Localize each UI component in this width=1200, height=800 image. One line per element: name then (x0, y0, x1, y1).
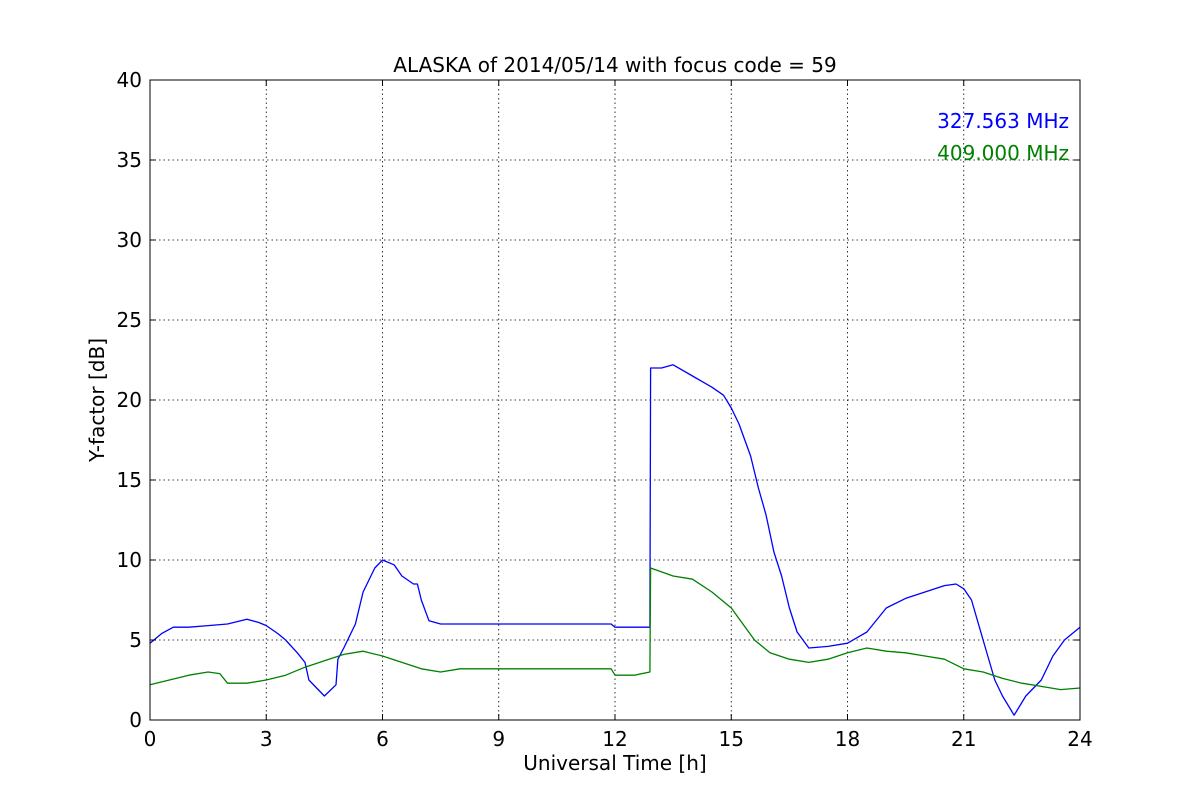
y-tick-label: 40 (117, 68, 142, 92)
chart-title: ALASKA of 2014/05/14 with focus code = 5… (393, 53, 836, 77)
y-tick-label: 35 (117, 148, 142, 172)
ticks (149, 79, 1081, 721)
x-tick-label: 15 (719, 727, 744, 751)
legend: 327.563 MHz 409.000 MHz (937, 109, 1069, 165)
grid (150, 80, 1080, 720)
series-group (149, 364, 1081, 716)
y-tick-label: 0 (129, 708, 142, 732)
y-tick-label: 5 (129, 628, 142, 652)
series-line-1 (149, 567, 1081, 691)
x-tick-label: 24 (1067, 727, 1092, 751)
y-axis-label: Y-factor [dB] (85, 338, 109, 463)
y-tick-label: 25 (117, 308, 142, 332)
x-axis-label: Universal Time [h] (523, 751, 706, 775)
x-tick-label: 6 (376, 727, 389, 751)
y-tick-label: 20 (117, 388, 142, 412)
x-tick-label: 12 (602, 727, 627, 751)
x-tick-label: 21 (951, 727, 976, 751)
tick-labels: 0 3 6 9 12 15 18 21 24 0 5 10 15 20 25 30 35 40 (117, 68, 1093, 751)
legend-entry-327-mhz: 327.563 MHz (937, 109, 1069, 133)
x-tick-label: 18 (835, 727, 860, 751)
x-tick-label: 9 (492, 727, 505, 751)
y-tick-label: 15 (117, 468, 142, 492)
x-tick-label: 0 (144, 727, 157, 751)
x-tick-label: 3 (260, 727, 273, 751)
y-tick-label: 30 (117, 228, 142, 252)
legend-entry-409-mhz: 409.000 MHz (937, 141, 1069, 165)
y-tick-label: 10 (117, 548, 142, 572)
